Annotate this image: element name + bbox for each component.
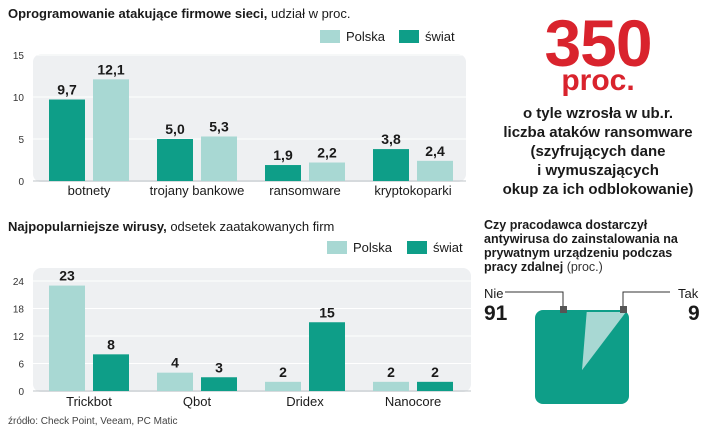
- chart2-data-label: 8: [107, 336, 115, 352]
- chart1-bar: [309, 162, 345, 181]
- pie-question: Czy pracodawca dostarczył antywirusa do …: [484, 218, 704, 274]
- highlight-line: i wymuszających: [537, 162, 659, 179]
- chart1-bar: [373, 149, 409, 181]
- chart2-bar: [157, 372, 193, 391]
- chart1-bar: [417, 160, 453, 181]
- chart1-legend-swiat-swatch: [399, 30, 419, 43]
- chart2-category-label: Nanocore: [385, 394, 441, 409]
- chart2-y-tick: 0: [18, 387, 24, 398]
- chart2-category-label: Dridex: [286, 394, 324, 409]
- chart1-bar: [157, 139, 193, 181]
- chart1-panel: [33, 54, 466, 182]
- chart2-y-tick: 24: [13, 277, 25, 288]
- highlight-line: (szyfrujących dane: [530, 143, 666, 160]
- chart1-bar: [93, 79, 129, 181]
- chart2-legend-swiat-label: świat: [433, 240, 463, 255]
- chart1-legend-polska-swatch: [320, 30, 340, 43]
- chart1-data-label: 5,0: [165, 121, 185, 137]
- chart2-panel: [33, 268, 471, 392]
- pie-label-tak: Tak: [678, 286, 699, 301]
- chart1-data-label: 2,4: [425, 143, 445, 159]
- chart2-bar: [373, 381, 409, 391]
- chart1-y-tick: 15: [13, 51, 25, 62]
- pie-leader-nie-marker: [560, 306, 567, 313]
- chart1-title-main: Oprogramowanie atakujące firmowe sieci,: [8, 6, 268, 21]
- chart1-legend-swiat-label: świat: [425, 29, 455, 44]
- chart2-data-label: 2: [279, 364, 287, 380]
- chart2-category-label: Trickbot: [66, 394, 112, 409]
- chart1-title: Oprogramowanie atakujące firmowe sieci, …: [8, 6, 350, 21]
- chart1-subtitle: udział w proc.: [271, 6, 351, 21]
- chart1-data-label: 5,3: [209, 118, 229, 134]
- chart2-bar: [309, 322, 345, 391]
- chart2-data-label: 15: [319, 304, 335, 320]
- chart2-data-label: 4: [171, 355, 179, 371]
- pie-value-nie: 91: [484, 302, 508, 325]
- chart2-y-tick: 18: [13, 305, 25, 316]
- chart2-bar: [417, 381, 453, 391]
- chart2-subtitle: odsetek zaatakowanych firm: [170, 219, 335, 234]
- chart1-bar: [265, 165, 301, 181]
- chart2-data-label: 23: [59, 268, 75, 284]
- pie-leader-nie: [505, 291, 564, 310]
- chart2-legend-polska-label: Polska: [353, 240, 393, 255]
- chart2-legend-polska-swatch: [327, 241, 347, 254]
- chart1-data-label: 1,9: [273, 147, 293, 163]
- chart1-y-tick: 5: [18, 135, 24, 146]
- pie-slice-tak: [582, 312, 626, 371]
- chart1-y-tick: 0: [18, 177, 24, 188]
- chart1-y-tick: 10: [13, 93, 25, 104]
- pie-value-tak: 9: [688, 302, 700, 325]
- chart2-data-label: 3: [215, 359, 223, 375]
- chart2-legend-swiat-swatch: [407, 241, 427, 254]
- pie-question-unit: (proc.): [566, 260, 603, 274]
- pie-label-nie: Nie: [484, 286, 504, 301]
- pie-question-text: Czy pracodawca dostarczył antywirusa do …: [484, 218, 678, 274]
- chart1-data-label: 2,2: [317, 145, 337, 161]
- chart2-category-label: Qbot: [183, 394, 212, 409]
- chart2-bar: [265, 381, 301, 391]
- chart1-bar: [49, 99, 85, 181]
- chart1-category-label: botnety: [68, 183, 111, 198]
- highlight-line: o tyle wzrosła w ub.r.: [522, 105, 674, 122]
- chart1-category-label: kryptokoparki: [374, 183, 451, 198]
- pie-leader-tak-marker: [620, 306, 627, 313]
- chart1-data-label: 3,8: [381, 131, 401, 147]
- chart1-category-label: trojany bankowe: [150, 183, 245, 198]
- highlight-text: o tyle wzrosła w ub.r. liczba ataków ran…: [478, 104, 718, 199]
- chart1-legend-polska-label: Polska: [346, 29, 386, 44]
- pie-leader-tak: [622, 291, 670, 310]
- chart2-data-label: 2: [431, 364, 439, 380]
- chart1-bar: [201, 136, 237, 181]
- chart2-y-tick: 12: [13, 332, 25, 343]
- chart1-category-label: ransomware: [269, 183, 341, 198]
- chart1-data-label: 9,7: [57, 82, 77, 98]
- chart2-bar: [93, 354, 129, 391]
- chart2-bar: [49, 285, 85, 391]
- chart2-title-main: Najpopularniejsze wirusy,: [8, 219, 167, 234]
- chart2-title: Najpopularniejsze wirusy, odsetek zaatak…: [8, 219, 334, 234]
- chart2-bar: [201, 377, 237, 391]
- highlight-line: okup za ich odblokowanie): [502, 181, 694, 198]
- chart2-data-label: 2: [387, 364, 395, 380]
- chart2-y-tick: 6: [18, 360, 24, 371]
- highlight-number: 350: [544, 6, 652, 80]
- highlight-unit: proc.: [561, 64, 635, 97]
- chart1-data-label: 12,1: [97, 61, 124, 77]
- source-note: źródło: Check Point, Veeam, PC Matic: [8, 416, 178, 427]
- highlight-line: liczba ataków ransomware: [503, 124, 693, 141]
